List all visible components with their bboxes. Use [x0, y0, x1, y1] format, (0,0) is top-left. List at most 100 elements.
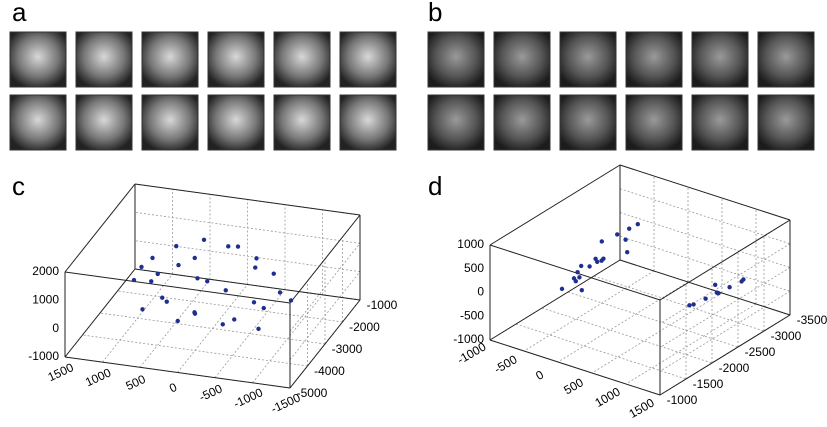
z-tick-label: 1000: [457, 237, 484, 251]
grid-line: [134, 240, 361, 273]
grid-line: [139, 279, 211, 368]
x-tick-label: 0: [167, 380, 179, 396]
x-tick-label: 1000: [83, 365, 113, 389]
grid-line: [591, 292, 723, 374]
point: [625, 249, 630, 255]
point: [727, 284, 732, 290]
point: [139, 264, 144, 270]
face-image: [273, 31, 331, 88]
face-image: [757, 31, 815, 88]
face-image: [273, 94, 331, 151]
point: [703, 296, 708, 301]
axis-box: [134, 268, 361, 301]
z-tick-label: 0: [477, 285, 484, 299]
point: [150, 255, 155, 261]
point: [593, 256, 598, 261]
x-tick-label: 0: [533, 367, 546, 383]
grid-line: [117, 290, 343, 323]
face-image: [339, 31, 397, 88]
axis-box: [64, 268, 136, 358]
axis-box: [64, 356, 291, 389]
face-image: [757, 94, 815, 151]
axis-box: [619, 164, 791, 221]
grid-line: [619, 212, 791, 268]
axis-box: [289, 299, 361, 389]
point: [253, 265, 258, 270]
point: [174, 243, 179, 249]
axis-box: [489, 339, 661, 396]
point: [176, 262, 181, 268]
grid-line: [557, 281, 689, 363]
axis-box: [659, 314, 791, 396]
axis-box: [489, 164, 621, 246]
grid-line: [619, 235, 791, 292]
face-image: [559, 31, 617, 88]
grid-line: [619, 188, 791, 245]
point: [277, 290, 283, 295]
point: [559, 286, 565, 292]
axis-box: [619, 259, 791, 316]
face-image: [9, 31, 67, 88]
y-tick-label: -2500: [745, 345, 776, 359]
point: [687, 303, 692, 308]
point: [149, 279, 154, 284]
point: [254, 256, 259, 261]
point: [235, 244, 241, 249]
z-tick-label: 500: [464, 261, 484, 275]
grid-line: [289, 243, 361, 332]
face-image: [141, 31, 199, 88]
face-image: [625, 94, 683, 151]
x-tick-label: 1500: [627, 395, 657, 421]
point: [261, 305, 266, 311]
point: [599, 239, 604, 244]
y-tick-label: -3500: [797, 313, 827, 327]
point: [232, 317, 237, 322]
point: [131, 277, 137, 283]
point: [571, 276, 577, 281]
point: [575, 269, 580, 275]
point: [195, 276, 200, 281]
z-tick-label: 1000: [32, 293, 59, 307]
y-tick-label: -3000: [332, 342, 363, 356]
axis-box: [134, 183, 361, 216]
point: [201, 237, 207, 242]
face-image: [427, 94, 485, 151]
point: [601, 256, 606, 261]
point: [223, 288, 228, 293]
grid-line: [567, 291, 739, 348]
point: [256, 326, 261, 332]
point: [623, 237, 628, 242]
axis-box: [659, 219, 791, 301]
point: [160, 295, 165, 300]
point: [615, 232, 620, 237]
face-image: [75, 94, 133, 151]
y-tick-label: -2000: [349, 320, 380, 334]
grid-line: [134, 211, 361, 244]
y-tick-label: -1500: [693, 377, 724, 391]
grid-line: [82, 334, 308, 367]
point: [192, 310, 197, 315]
point: [691, 302, 696, 307]
y-tick-label: -4000: [314, 364, 345, 378]
point: [714, 290, 719, 295]
point: [627, 226, 632, 231]
grid-line: [289, 271, 361, 360]
grid-line: [659, 243, 791, 325]
panel-label: b: [428, 0, 442, 27]
face-image: [427, 31, 485, 88]
y-tick-label: -1000: [667, 393, 698, 407]
face-image: [625, 31, 683, 88]
grid-line: [659, 290, 791, 372]
grid-line: [625, 303, 757, 385]
y-tick-label: -3000: [771, 329, 802, 343]
point: [271, 271, 276, 276]
x-tick-label: -500: [197, 381, 225, 404]
face-image: [207, 94, 265, 151]
grid-line: [99, 312, 326, 345]
panel-label: d: [428, 171, 442, 201]
y-tick-label: -2000: [719, 361, 750, 375]
grid-line: [541, 307, 713, 364]
x-tick-label: 500: [124, 372, 148, 393]
